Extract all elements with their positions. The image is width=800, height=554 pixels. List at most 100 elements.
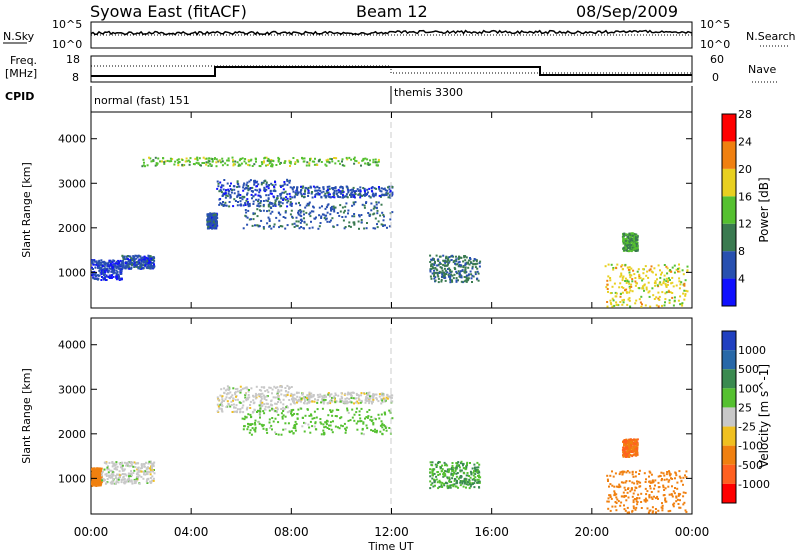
echo-cell (173, 163, 176, 166)
x-tick-label: 00:00 (675, 525, 710, 539)
echo-cell (276, 195, 279, 197)
echo-cell (339, 417, 342, 420)
echo-cell (363, 194, 366, 197)
echo-cell (94, 274, 97, 277)
echo-cell (341, 186, 344, 188)
echo-cell (146, 473, 149, 476)
echo-cell (469, 261, 472, 264)
y-tick-label: 2000 (58, 428, 86, 441)
echo-cell (353, 156, 356, 159)
echo-cell (252, 394, 254, 397)
echo-cell (434, 267, 437, 270)
echo-cell (645, 478, 647, 481)
echo-cell (350, 397, 353, 399)
echo-cell (318, 395, 321, 398)
echo-cell (650, 491, 653, 493)
echo-cell (233, 198, 236, 201)
echo-cell (116, 273, 119, 276)
echo-cell (274, 386, 277, 389)
echo-cell (245, 211, 248, 214)
echo-cell (291, 413, 294, 416)
echo-cell (254, 395, 257, 397)
echo-cell (329, 399, 331, 402)
echo-cell (628, 282, 631, 285)
echo-cell (619, 282, 622, 285)
echo-cell (439, 271, 442, 274)
echo-cell (236, 181, 239, 184)
echo-cell (232, 185, 235, 188)
echo-cell (215, 222, 218, 225)
echo-cell (114, 265, 117, 268)
echo-cell (661, 291, 664, 294)
echo-cell (181, 163, 184, 166)
colorbar-tick-label: 100 (738, 382, 759, 395)
echo-cell (457, 270, 460, 273)
echo-cell (277, 401, 279, 403)
echo-cell (366, 188, 369, 191)
echo-cell (649, 485, 651, 488)
echo-cell (625, 452, 628, 455)
echo-cell (348, 221, 351, 224)
nsky-trace (90, 29, 693, 36)
echo-cell (264, 188, 266, 191)
echo-cell (126, 478, 129, 481)
echo-cell (285, 390, 287, 392)
echo-cell (279, 213, 282, 216)
echo-cell (258, 421, 261, 424)
echo-cell (123, 478, 126, 481)
echo-cell (619, 292, 622, 295)
echo-cell (363, 206, 366, 209)
echo-cell (670, 493, 673, 496)
echo-cell (477, 470, 480, 473)
echo-cell (177, 158, 180, 161)
echo-cell (274, 417, 277, 420)
echo-cell (252, 411, 255, 413)
echo-cell (147, 466, 149, 469)
echo-cell (280, 433, 283, 436)
echo-cell (466, 474, 469, 477)
echo-cell (325, 395, 327, 398)
echo-cell (653, 267, 656, 270)
echo-cell (320, 422, 323, 425)
echo-cell (106, 468, 109, 471)
echo-cell (246, 216, 249, 219)
echo-cell (305, 223, 308, 226)
echo-cell (666, 283, 669, 286)
echo-cell (459, 480, 462, 482)
time-x-ticks: 00:00 04:00 08:00 12:00 16:00 20:00 00:00 (74, 112, 710, 539)
colorbar-tick-label: 16 (738, 190, 752, 203)
echo-cell (438, 479, 441, 482)
echo-cell (438, 485, 441, 488)
echo-cell (282, 188, 285, 191)
echo-cell (464, 271, 467, 274)
echo-cell (623, 508, 626, 511)
freq-trace (91, 66, 692, 77)
echo-cell (314, 189, 317, 192)
echo-cell (354, 196, 356, 199)
echo-cell (298, 398, 300, 401)
cpid-label: CPID (5, 90, 34, 103)
echo-cell (644, 487, 647, 490)
echo-cell (624, 454, 627, 457)
echo-cell (384, 427, 387, 429)
echo-cell (250, 387, 253, 390)
echo-cell (361, 194, 364, 197)
echo-cell (360, 407, 363, 410)
echo-cell (120, 479, 123, 482)
echo-cell (133, 461, 136, 464)
echo-cell (362, 187, 365, 189)
echo-cell (285, 196, 288, 199)
echo-cell (248, 202, 251, 205)
echo-cell (451, 474, 454, 477)
echo-cell (678, 506, 681, 509)
echo-cell (97, 476, 100, 478)
echo-cell (445, 260, 448, 263)
echo-cell (341, 196, 344, 199)
echo-cell (613, 304, 616, 307)
echo-cell (431, 472, 434, 475)
echo-cell (379, 189, 382, 192)
echo-cell (450, 270, 453, 273)
echo-cell (119, 476, 121, 479)
echo-cell (252, 195, 255, 198)
echo-cell (364, 397, 367, 400)
